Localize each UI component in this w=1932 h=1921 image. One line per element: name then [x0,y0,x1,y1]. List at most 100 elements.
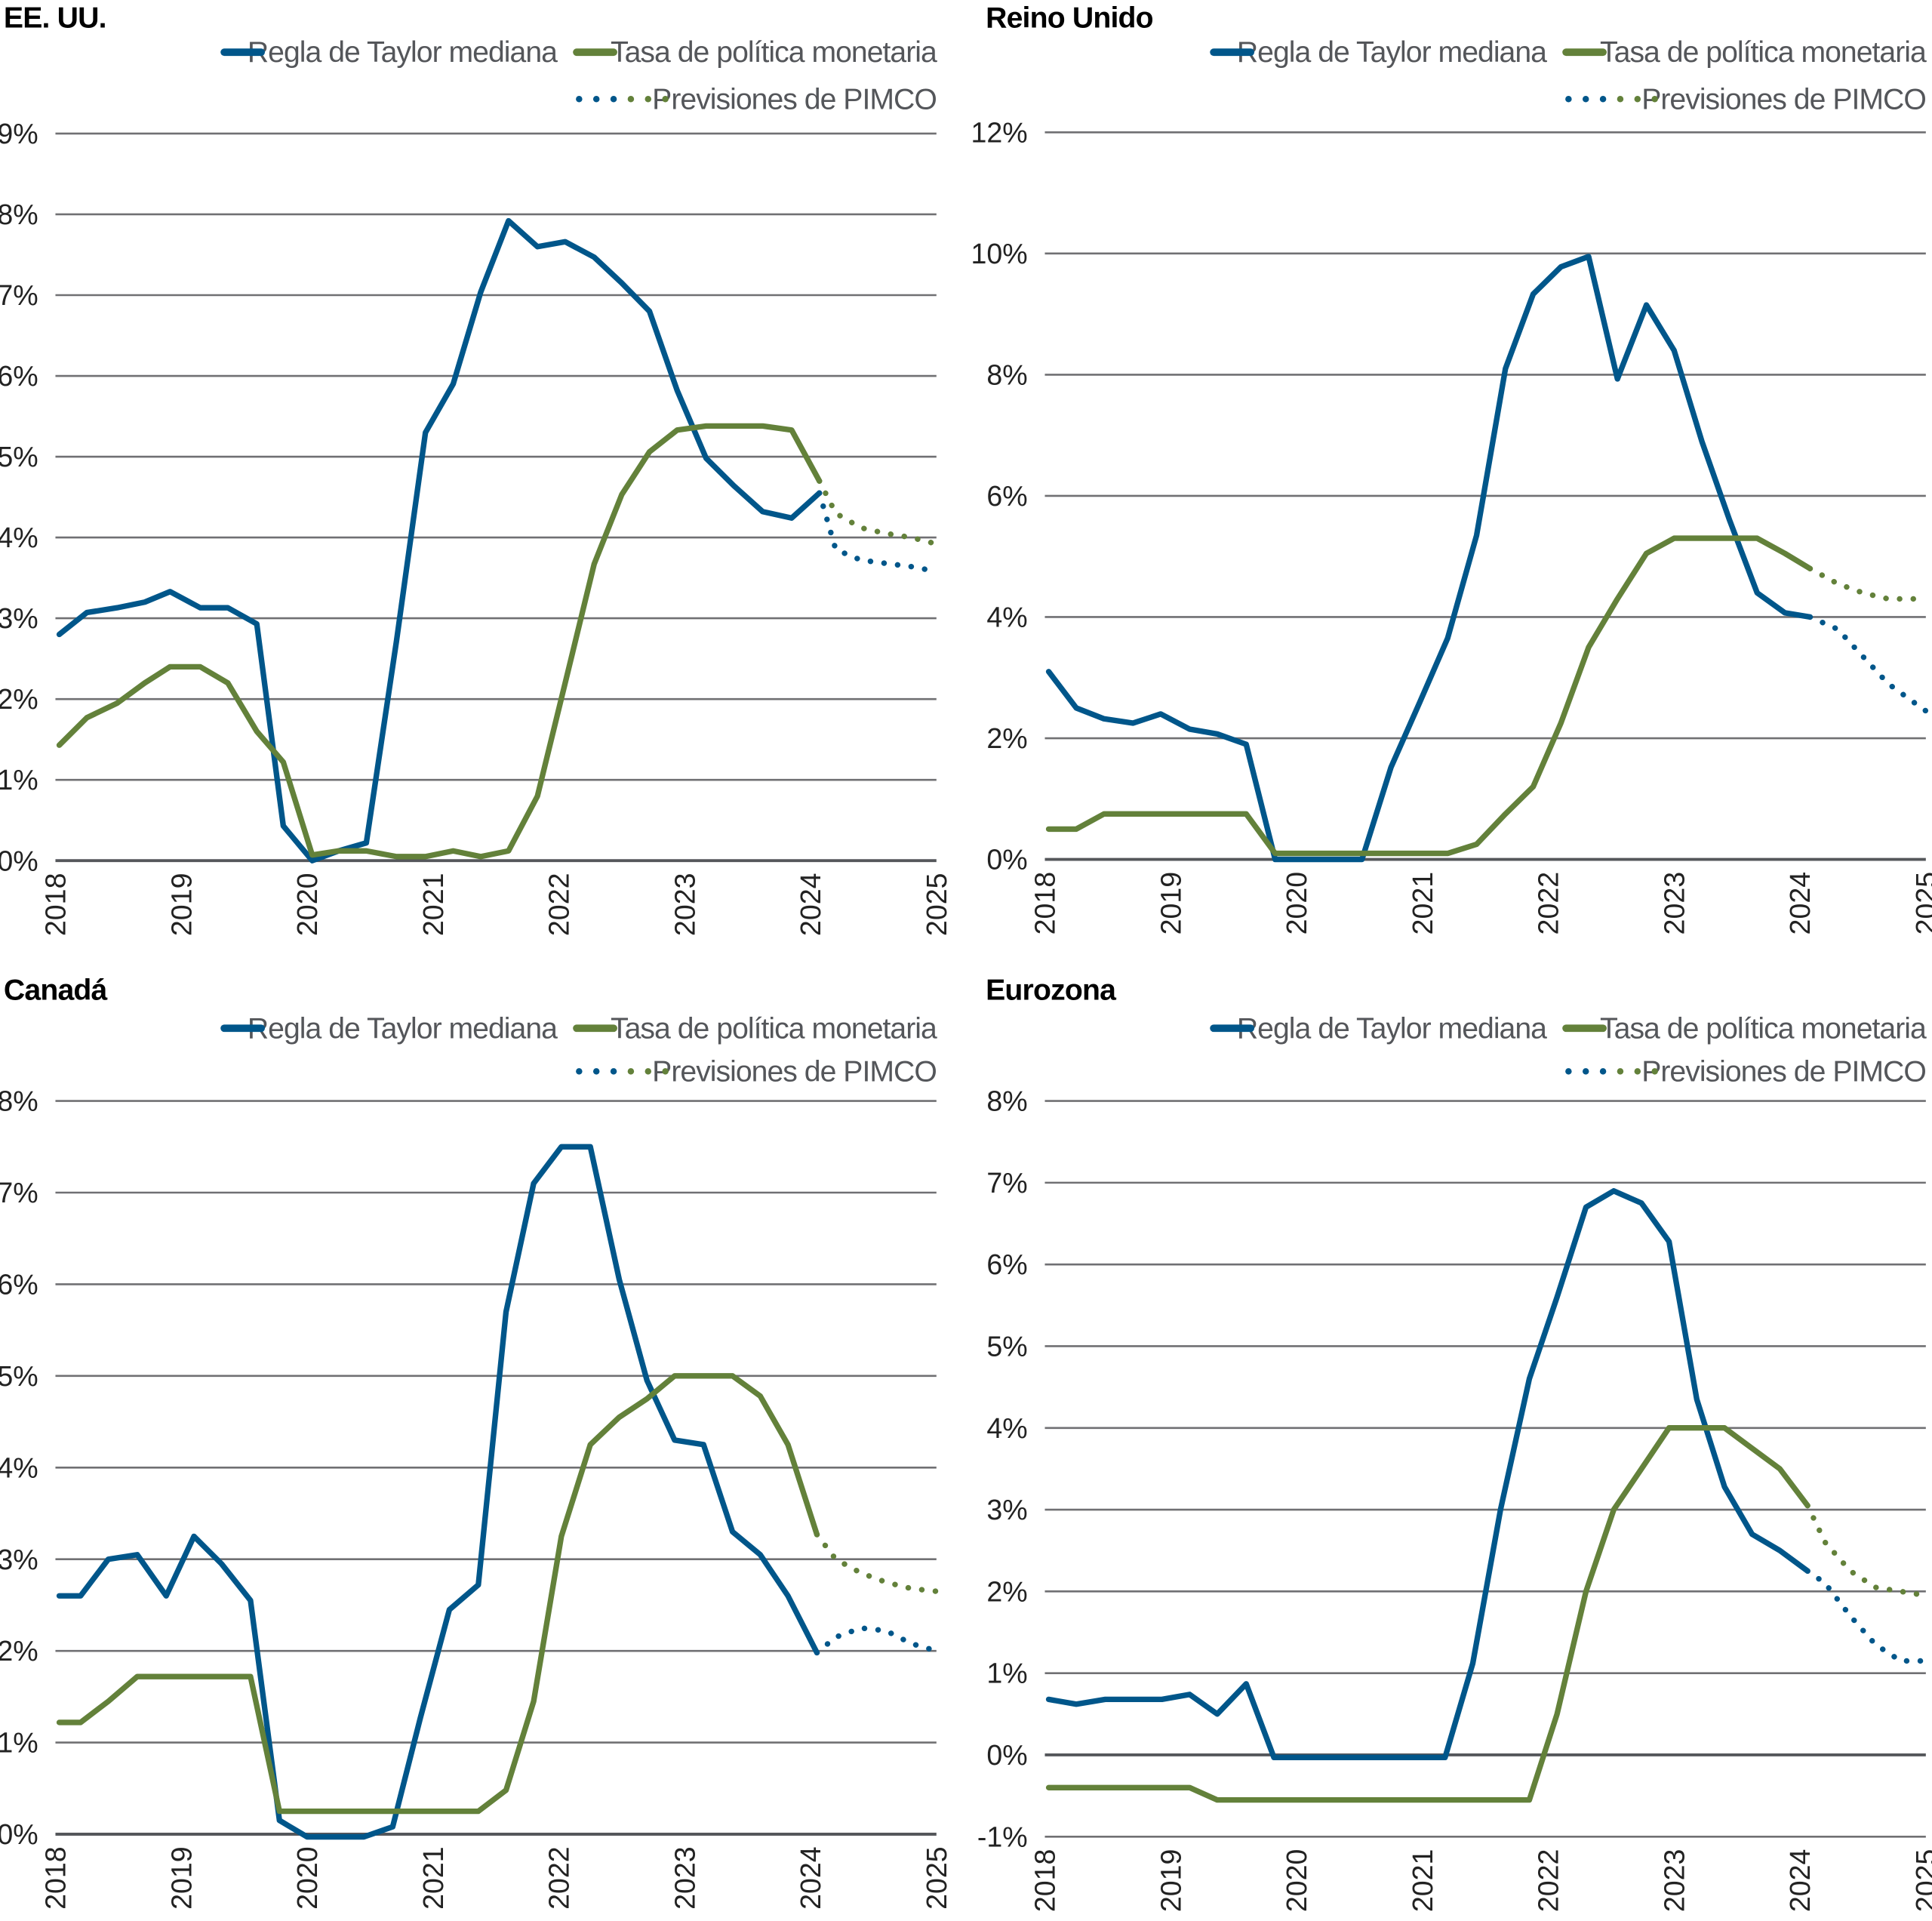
chart-title: Reino Unido [986,2,1153,35]
x-tick-label: 2022 [543,1846,575,1910]
policy-forecast-line [1807,1506,1926,1596]
legend-label-taylor: Regla de Taylor mediana [248,36,558,69]
x-tick-label: 2018 [40,873,72,937]
y-tick-label: 6% [0,1268,38,1300]
x-tick-label: 2024 [795,1846,826,1910]
y-tick-label: 0% [0,1818,38,1850]
y-tick-label: 2% [986,722,1027,754]
chart-title: Canadá [4,974,108,1007]
legend-swatch-forecast-dot [1600,96,1606,102]
x-tick-label: 2020 [1281,1849,1312,1913]
legend-swatch-forecast-dot [593,1068,599,1074]
y-tick-label: 9% [0,118,38,149]
legend-swatch-forecast-dot [1635,1068,1641,1074]
legend-swatch-forecast-dot [1565,96,1571,102]
panel-canada: Canadá Tasa de política monetaria Regla d… [0,974,952,1910]
series-group [1048,257,1926,860]
x-tick-label: 2024 [1784,1849,1816,1913]
x-tick-label: 2022 [1533,1849,1564,1913]
y-tick-label: 10% [971,238,1027,269]
y-tick-label: 3% [0,602,38,634]
y-tick-label: 4% [0,1452,38,1483]
series-group [59,1147,937,1837]
policy-forecast-line [820,481,937,543]
x-tick-label: 2021 [417,1846,449,1910]
x-axis: 2018 2019 2020 2021 2022 2023 2024 2025 [1029,1849,1932,1913]
policy-forecast-line [817,1535,936,1591]
y-tick-label: 1% [0,764,38,796]
taylor-rule-line [1049,257,1810,860]
legend-swatch-forecast-dot [1651,1068,1657,1074]
legend-label-taylor: Regla de Taylor mediana [1237,36,1547,69]
x-tick-label: 2020 [291,873,323,937]
y-tick-label: 2% [0,1635,38,1667]
panel-us: EE. UU. Tasa de política monetaria Regla … [0,2,952,937]
legend-swatch-forecast-dot [662,96,668,102]
y-tick-label: 8% [986,1085,1027,1117]
legend-swatch-forecast-dot [576,1068,582,1074]
x-tick-label: 2022 [543,873,575,937]
policy-rate-line [60,1376,817,1812]
x-tick-label: 2025 [1910,872,1932,935]
panel-eurozone: Eurozona Tasa de política monetariaRegla… [977,974,1932,1912]
x-tick-label: 2025 [921,873,952,937]
legend-swatch-forecast-dot [645,96,651,102]
x-tick-label: 2020 [291,1846,323,1910]
panel-uk: Reino Unido Tasa de política monetaria Re… [971,2,1932,935]
chart-title: EE. UU. [4,2,106,35]
legend-label-policy: Tasa de política monetaria [1600,36,1927,69]
x-tick-label: 2018 [40,1846,72,1910]
x-tick-label: 2019 [1155,1849,1186,1913]
legend-swatch-forecast-dot [1565,1068,1571,1074]
y-tick-label: 4% [986,1412,1027,1444]
x-tick-label: 2022 [1533,872,1564,935]
x-tick-label: 2025 [1910,1849,1932,1913]
x-tick-label: 2018 [1029,1849,1061,1913]
series-group [59,220,937,860]
legend-swatch-forecast-dot [628,96,634,102]
taylor-rule-line [60,221,820,861]
legend-label-taylor: Regla de Taylor mediana [248,1012,558,1045]
legend-swatch-forecast-dot [611,96,617,102]
taylor-forecast-line [1807,1571,1926,1661]
x-tick-label: 2021 [1407,1849,1438,1913]
y-tick-label: 12% [971,116,1027,148]
legend-label-policy: Tasa de política monetaria [611,1012,937,1045]
legend-label-forecast: Previsiones de PIMCO [1641,1055,1926,1088]
legend-swatch-forecast-dot [662,1068,668,1074]
legend-swatch-forecast-dot [628,1068,634,1074]
taylor-rule-line [60,1147,817,1836]
y-tick-label: 3% [0,1544,38,1575]
y-tick-label: -1% [977,1821,1028,1852]
y-tick-label: 1% [986,1658,1027,1689]
legend-swatch-forecast-dot [1617,1068,1623,1074]
y-tick-label: 2% [0,683,38,715]
y-tick-label: 3% [986,1494,1027,1525]
y-tick-label: 6% [986,1248,1027,1280]
y-tick-label: 2% [986,1575,1027,1607]
legend-label-policy: Tasa de política monetaria [611,36,937,69]
taylor-forecast-line [1810,617,1925,710]
x-tick-label: 2024 [795,873,826,937]
x-tick-label: 2018 [1029,872,1061,935]
y-tick-label: 5% [0,1360,38,1392]
y-tick-label: 0% [0,845,38,876]
legend-swatch-forecast-dot [576,96,582,102]
x-tick-label: 2023 [669,873,700,937]
y-tick-label: 6% [986,480,1027,512]
y-tick-label: 8% [986,359,1027,390]
x-tick-label: 2023 [1658,1849,1690,1913]
y-tick-label: 1% [0,1727,38,1759]
y-tick-label: 7% [0,279,38,311]
legend-swatch-forecast-dot [593,96,599,102]
series-group [1048,1191,1926,1800]
y-tick-label: 0% [986,1739,1027,1771]
y-tick-label: 4% [0,522,38,553]
y-tick-label: 0% [986,844,1027,876]
legend: Tasa de política monetaria Regla de Taylo… [224,36,937,115]
x-tick-label: 2019 [165,1846,197,1910]
